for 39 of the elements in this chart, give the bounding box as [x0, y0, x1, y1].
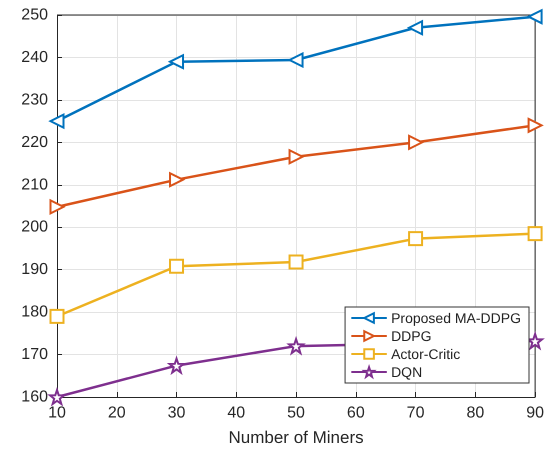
point	[169, 54, 184, 70]
y-tick-label: 200	[21, 218, 48, 236]
x-tick-label: 10	[48, 404, 66, 422]
y-tick-label: 160	[21, 388, 48, 406]
point	[288, 254, 304, 270]
point	[528, 9, 543, 24]
y-tick-label: 250	[21, 6, 48, 24]
point	[50, 308, 64, 324]
y-tick-label: 180	[21, 304, 48, 321]
point	[288, 52, 304, 68]
y-tick-label: 230	[21, 91, 48, 108]
x-tick-label: 40	[227, 404, 246, 422]
point	[169, 258, 184, 274]
x-tick-label: 50	[287, 404, 306, 422]
point	[169, 172, 184, 188]
x-tick-label: 80	[466, 404, 484, 422]
legend-label: Proposed MA-DDPG	[391, 310, 522, 326]
y-tick-label: 210	[21, 176, 48, 194]
x-tick-label: 60	[346, 404, 365, 422]
point	[528, 226, 543, 242]
x-axis-title: Number of Miners	[228, 428, 364, 447]
y-tick-label: 240	[21, 48, 48, 66]
y-tick-label: 220	[21, 134, 48, 151]
legend-label: Actor-Critic	[391, 346, 460, 362]
point	[50, 114, 64, 129]
x-tick-label: 20	[108, 404, 126, 422]
x-tick-label: 70	[406, 404, 425, 422]
point	[288, 149, 304, 164]
legend-label: DQN	[391, 364, 422, 380]
y-tick-label: 190	[21, 261, 48, 278]
x-tick-label: 90	[526, 404, 544, 422]
x-tick-label: 30	[168, 404, 186, 422]
legend-label: DDPG	[391, 328, 432, 344]
point	[408, 134, 424, 150]
y-tick-label: 170	[21, 346, 48, 364]
point	[408, 231, 424, 246]
point	[408, 20, 424, 36]
point	[528, 118, 543, 133]
point	[50, 199, 64, 214]
